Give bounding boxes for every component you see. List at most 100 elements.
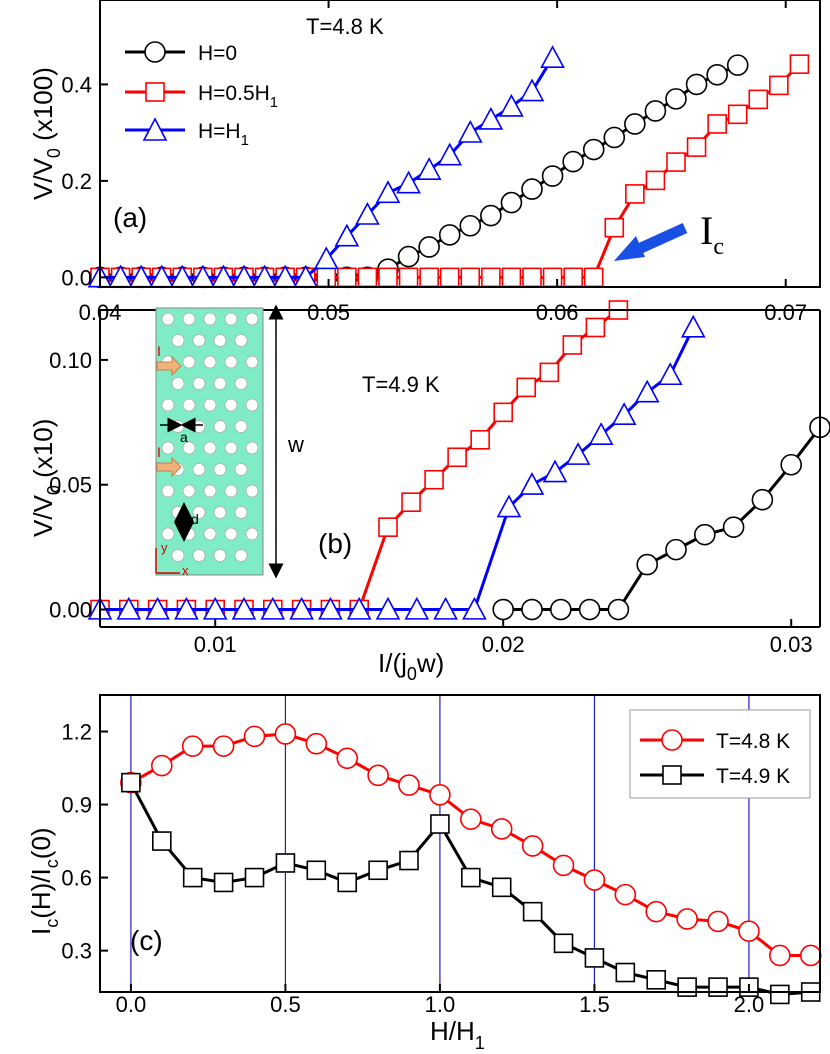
data-point-t-4-9-k bbox=[708, 977, 728, 997]
data-point-h-0-5h1 bbox=[666, 152, 686, 172]
lattice-hole bbox=[245, 441, 259, 455]
data-point-h-h1 bbox=[519, 78, 545, 102]
data-point-h-0 bbox=[706, 63, 728, 86]
data-point-t-4-9-k bbox=[430, 814, 450, 834]
y-tick-label: 0.05 bbox=[49, 473, 92, 498]
data-point-t-4-9-k bbox=[306, 860, 327, 881]
ic-arrow-label: Ic bbox=[700, 208, 724, 260]
svg-text:I: I bbox=[157, 343, 161, 359]
lattice-hole bbox=[234, 334, 248, 347]
data-point-h-0 bbox=[418, 236, 440, 258]
legend-entry-h1: H=H1 bbox=[125, 117, 249, 149]
data-point-t-4-9-k bbox=[677, 977, 697, 997]
data-point-h-0-5h1 bbox=[378, 267, 398, 288]
panel-a-label: (a) bbox=[113, 202, 147, 233]
panel-a-legend: H=0 H=0.5H1 H=H1 bbox=[125, 41, 278, 149]
data-point-h-h1 bbox=[478, 106, 504, 130]
data-point-t-4-9-k bbox=[121, 772, 141, 793]
data-point-t-4-9-k bbox=[770, 984, 790, 1005]
data-point-t-4-9-k bbox=[368, 860, 388, 881]
x-tick-label: 1.0 bbox=[425, 992, 456, 1017]
data-point-t-4-9-k bbox=[399, 850, 419, 871]
data-point-t-4-9-k bbox=[522, 901, 543, 922]
lattice-hole bbox=[203, 312, 217, 326]
data-point-h-h1 bbox=[202, 596, 228, 620]
data-point-h-0 bbox=[521, 598, 543, 621]
panel-c-frame bbox=[99, 694, 821, 993]
data-point-h-0-5h1 bbox=[769, 75, 789, 96]
lattice-hole bbox=[161, 312, 175, 326]
data-point-t-4-8-k bbox=[645, 900, 668, 923]
x-tick-label: 0.02 bbox=[482, 632, 525, 657]
data-point-h-0-5h1 bbox=[401, 492, 421, 512]
panel-b-annotation: T=4.9 K bbox=[362, 372, 440, 397]
data-point-h-h1 bbox=[588, 422, 614, 445]
svg-text:y: y bbox=[161, 540, 168, 555]
lattice-hole bbox=[213, 420, 227, 433]
data-point-t-4-9-k bbox=[584, 948, 605, 968]
data-point-h-0-5h1 bbox=[748, 89, 769, 110]
legend-entry-h0: H=0 bbox=[125, 41, 237, 65]
data-point-h-0-5h1 bbox=[493, 402, 514, 423]
panel-a-series bbox=[87, 45, 810, 289]
data-point-h-h1 bbox=[174, 596, 199, 620]
lattice-hole bbox=[224, 355, 238, 369]
data-point-h-0-5h1 bbox=[398, 267, 419, 288]
data-point-h-h1 bbox=[318, 596, 343, 620]
lattice-hole bbox=[161, 398, 175, 412]
data-point-t-4-8-k bbox=[707, 910, 729, 933]
lattice-hole bbox=[245, 355, 259, 369]
data-point-t-4-8-k bbox=[583, 869, 606, 891]
data-point-h-h1 bbox=[396, 170, 421, 194]
data-point-h-0-5h1 bbox=[522, 267, 542, 288]
svg-text:w: w bbox=[287, 432, 304, 457]
data-point-t-4-8-k bbox=[305, 732, 328, 755]
lattice-hole bbox=[224, 312, 238, 326]
data-point-t-4-9-k bbox=[275, 853, 296, 873]
data-point-h-0-5h1 bbox=[539, 362, 560, 383]
data-point-h-0 bbox=[578, 598, 601, 621]
data-point-t-4-8-k bbox=[274, 723, 297, 745]
data-point-t-4-9-k bbox=[461, 867, 481, 888]
lattice-hole bbox=[192, 549, 206, 562]
data-point-t-4-8-k bbox=[429, 784, 451, 806]
lattice-hole bbox=[234, 377, 248, 390]
y-tick-label: 0.0 bbox=[61, 265, 92, 290]
data-point-t-4-8-k bbox=[151, 754, 173, 777]
data-point-h-0-5h1 bbox=[481, 267, 501, 288]
data-point-h-0-5h1 bbox=[727, 104, 748, 125]
data-point-t-4-9-k bbox=[553, 933, 574, 954]
lattice-hole bbox=[161, 484, 175, 498]
lattice-hole bbox=[224, 527, 238, 541]
lattice-hole bbox=[182, 312, 196, 326]
lattice-hole bbox=[213, 463, 227, 476]
lattice-hole bbox=[213, 334, 227, 347]
svg-text:x: x bbox=[182, 563, 189, 578]
y-tick-label: 0.00 bbox=[49, 598, 92, 623]
lattice-hole bbox=[203, 484, 217, 498]
y-tick-label: 0.9 bbox=[61, 793, 92, 818]
data-point-h-h1 bbox=[657, 362, 683, 386]
y-tick-label: 0.6 bbox=[61, 866, 92, 891]
data-point-h-0-5h1 bbox=[562, 335, 583, 355]
data-point-h-h1 bbox=[499, 93, 524, 117]
panel-a-frame bbox=[99, 0, 821, 288]
data-point-h-0 bbox=[624, 113, 646, 135]
data-point-t-4-8-k bbox=[614, 883, 637, 906]
data-point-h-0-5h1 bbox=[563, 267, 583, 288]
lattice-hole bbox=[192, 420, 206, 433]
lattice-hole bbox=[192, 334, 206, 347]
data-point-h-h1 bbox=[496, 494, 522, 518]
lattice-hole bbox=[192, 463, 206, 476]
data-point-h-h1 bbox=[433, 596, 458, 620]
data-point-h-h1 bbox=[346, 596, 372, 620]
data-point-t-4-9-k bbox=[337, 872, 358, 893]
x-tick-label: 1.5 bbox=[579, 992, 610, 1017]
x-tick-label: 0.0 bbox=[116, 992, 147, 1017]
data-point-h-h1 bbox=[334, 223, 360, 247]
spacing-a-marker: a bbox=[160, 417, 203, 445]
legend-marker-circle bbox=[144, 41, 166, 63]
data-point-h-0-5h1 bbox=[460, 267, 481, 288]
data-point-h-0 bbox=[562, 150, 584, 173]
data-point-t-4-8-k bbox=[676, 908, 698, 930]
